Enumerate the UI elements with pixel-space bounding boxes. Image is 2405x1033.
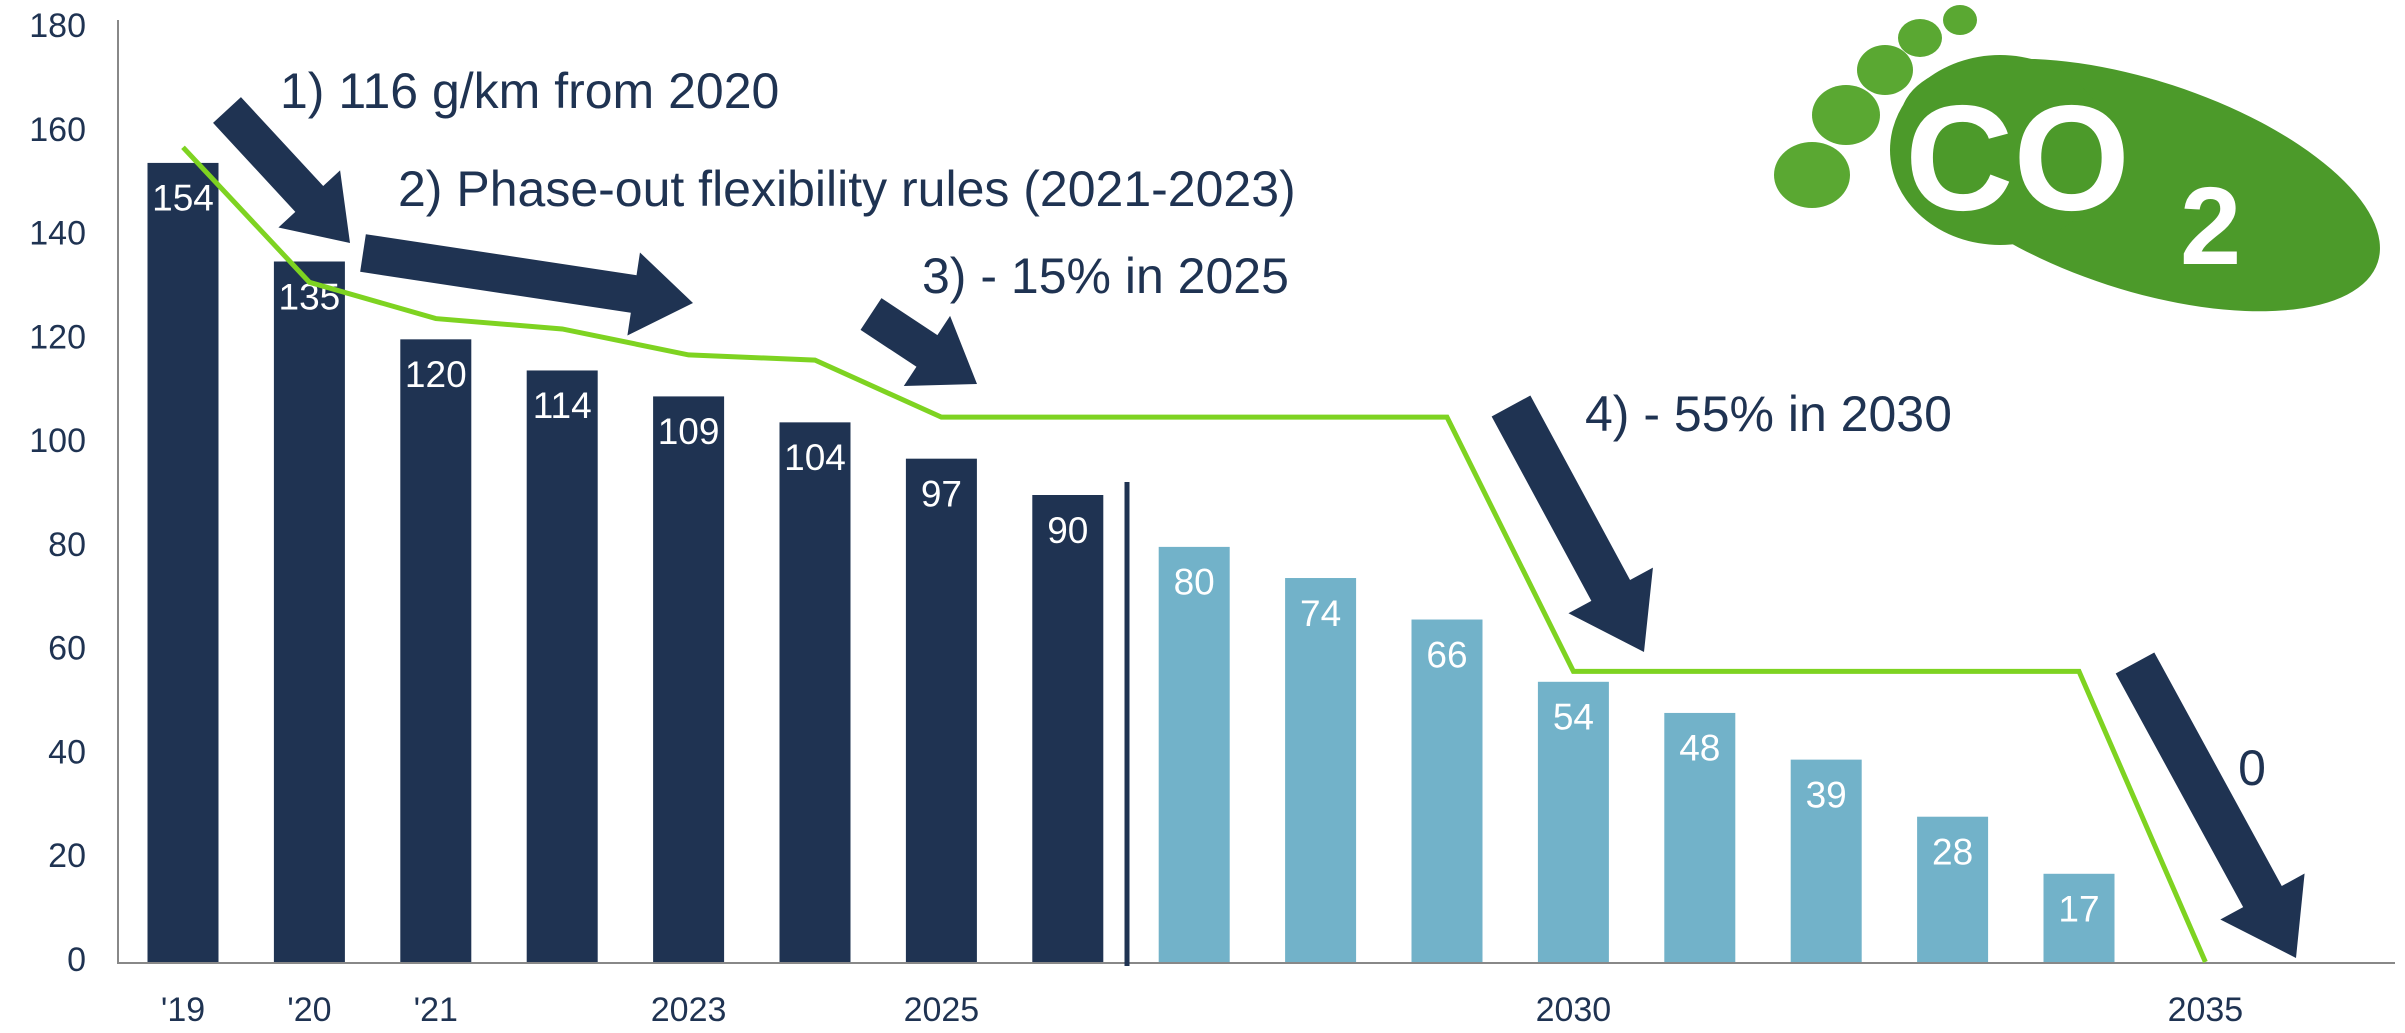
bar <box>1032 495 1103 962</box>
arrow <box>2116 652 2305 958</box>
chart: CO 2 020406080100120140160180'19154'2013… <box>0 0 2405 1033</box>
value-label: 109 <box>658 411 720 452</box>
value-label: 39 <box>1806 774 1847 815</box>
value-label: 154 <box>152 178 214 219</box>
co2-footprint-logo: CO 2 <box>1774 5 2405 362</box>
y-tick-label: 180 <box>29 7 86 45</box>
arrow <box>861 298 977 386</box>
value-label: 54 <box>1553 697 1594 738</box>
value-label: 74 <box>1300 593 1341 634</box>
bar <box>1159 547 1230 962</box>
y-tick-label: 80 <box>48 526 86 564</box>
value-label: 120 <box>405 354 467 395</box>
annotation: 1) 116 g/km from 2020 <box>280 63 779 119</box>
x-tick-label: 2025 <box>904 991 980 1029</box>
y-tick-label: 20 <box>48 837 86 875</box>
x-tick-label: '20 <box>287 991 331 1029</box>
annotation: 0 <box>2238 740 2266 796</box>
arrow <box>360 234 693 335</box>
value-label: 104 <box>784 437 846 478</box>
bar <box>780 422 851 962</box>
bar <box>906 459 977 962</box>
y-tick-label: 40 <box>48 733 86 771</box>
x-tick-label: '19 <box>161 991 205 1029</box>
bar <box>148 163 219 962</box>
logo-text: CO <box>1905 74 2130 242</box>
toe <box>1774 142 1850 208</box>
bar <box>653 396 724 962</box>
value-label: 28 <box>1932 831 1973 872</box>
value-label: 66 <box>1426 634 1467 675</box>
toe <box>1943 5 1977 35</box>
bar <box>1285 578 1356 962</box>
bar <box>400 339 471 962</box>
annotation: 3) - 15% in 2025 <box>922 248 1289 304</box>
bar <box>527 370 598 962</box>
y-tick-label: 140 <box>29 215 86 253</box>
y-tick-label: 0 <box>67 941 86 979</box>
value-label: 90 <box>1047 510 1088 551</box>
toe <box>1898 19 1942 57</box>
logo-subscript: 2 <box>2180 165 2241 288</box>
value-label: 80 <box>1174 562 1215 603</box>
value-label: 17 <box>2058 889 2099 930</box>
x-tick-label: '21 <box>414 991 458 1029</box>
x-tick-label: 2035 <box>2168 991 2244 1029</box>
annotation: 2) Phase-out flexibility rules (2021-202… <box>398 161 1296 217</box>
x-tick-label: 2030 <box>1536 991 1612 1029</box>
y-tick-label: 60 <box>48 630 86 668</box>
annotation: 4) - 55% in 2030 <box>1585 386 1952 442</box>
y-tick-label: 100 <box>29 422 86 460</box>
toe <box>1812 85 1880 145</box>
x-tick-label: 2023 <box>651 991 727 1029</box>
y-tick-label: 120 <box>29 318 86 356</box>
value-label: 48 <box>1679 728 1720 769</box>
value-label: 114 <box>533 385 592 426</box>
value-label: 97 <box>921 473 962 514</box>
bar <box>274 262 345 963</box>
y-tick-label: 160 <box>29 111 86 149</box>
